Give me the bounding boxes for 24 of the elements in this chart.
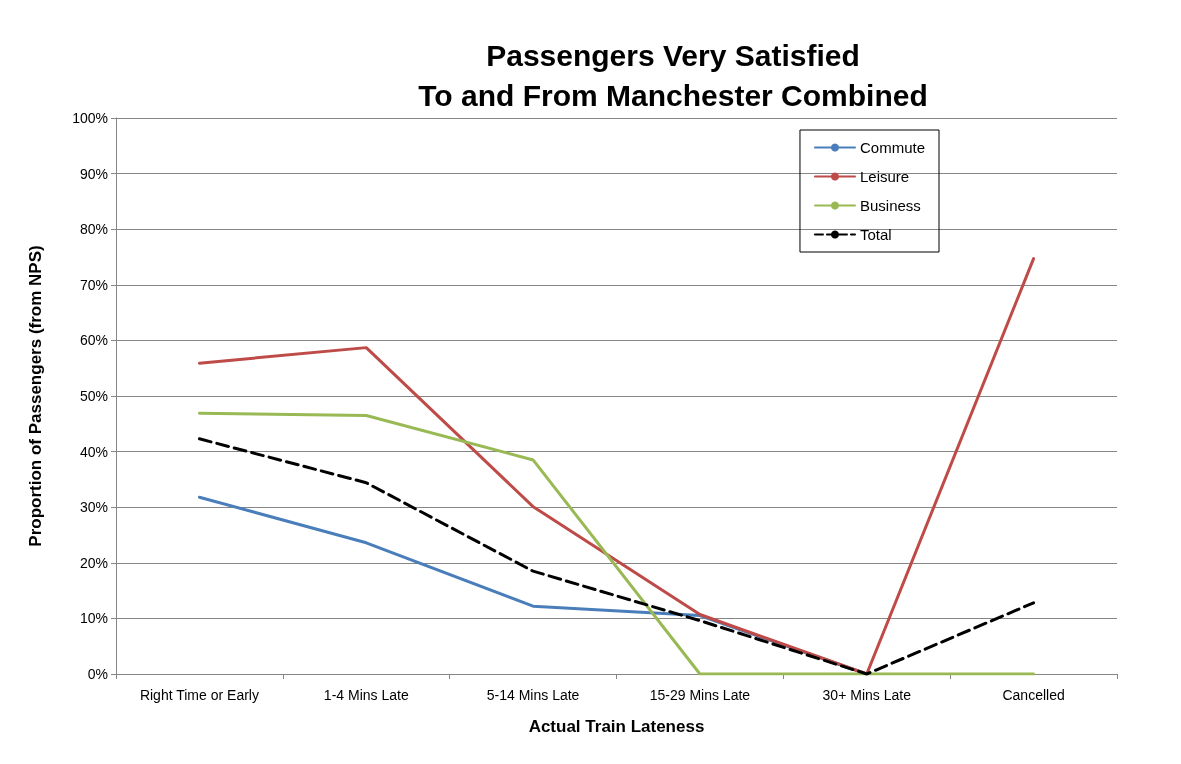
y-tick-label: 60%: [79, 332, 108, 349]
y-tick-label: 0%: [87, 666, 108, 682]
x-axis-title: Actual Train Lateness: [528, 717, 705, 736]
legend-label: Total: [859, 226, 892, 243]
y-tick-label: 10%: [79, 610, 108, 627]
x-tick-label: 1-4 Mins Late: [323, 687, 409, 703]
x-tick-label: 5-14 Mins Late: [486, 687, 580, 703]
y-tick-label: 30%: [79, 499, 108, 516]
x-tick-label: Cancelled: [1002, 687, 1065, 703]
y-tick-label: 100%: [72, 110, 108, 126]
y-tick-label: 90%: [79, 165, 108, 182]
y-tick-label: 80%: [79, 221, 108, 238]
x-tick-label: Right Time or Early: [139, 687, 259, 703]
chart-title: Passengers Very Satisfied To and From Manchester Combined: [418, 38, 928, 112]
y-tick-label: 50%: [79, 388, 108, 404]
y-axis-title: Proportion of Passengers (from NPS): [26, 245, 45, 547]
y-tick-label: 40%: [79, 443, 108, 460]
x-tick-label: 15-29 Mins Late: [649, 687, 751, 703]
y-tick-label: 20%: [79, 554, 108, 571]
legend-label: Commute: [859, 139, 926, 156]
y-tick-label: 70%: [79, 276, 108, 293]
legend-label: Leisure: [859, 168, 910, 185]
legend-label: Business: [859, 197, 921, 214]
x-tick-label: 30+ Mins Late: [822, 687, 912, 703]
